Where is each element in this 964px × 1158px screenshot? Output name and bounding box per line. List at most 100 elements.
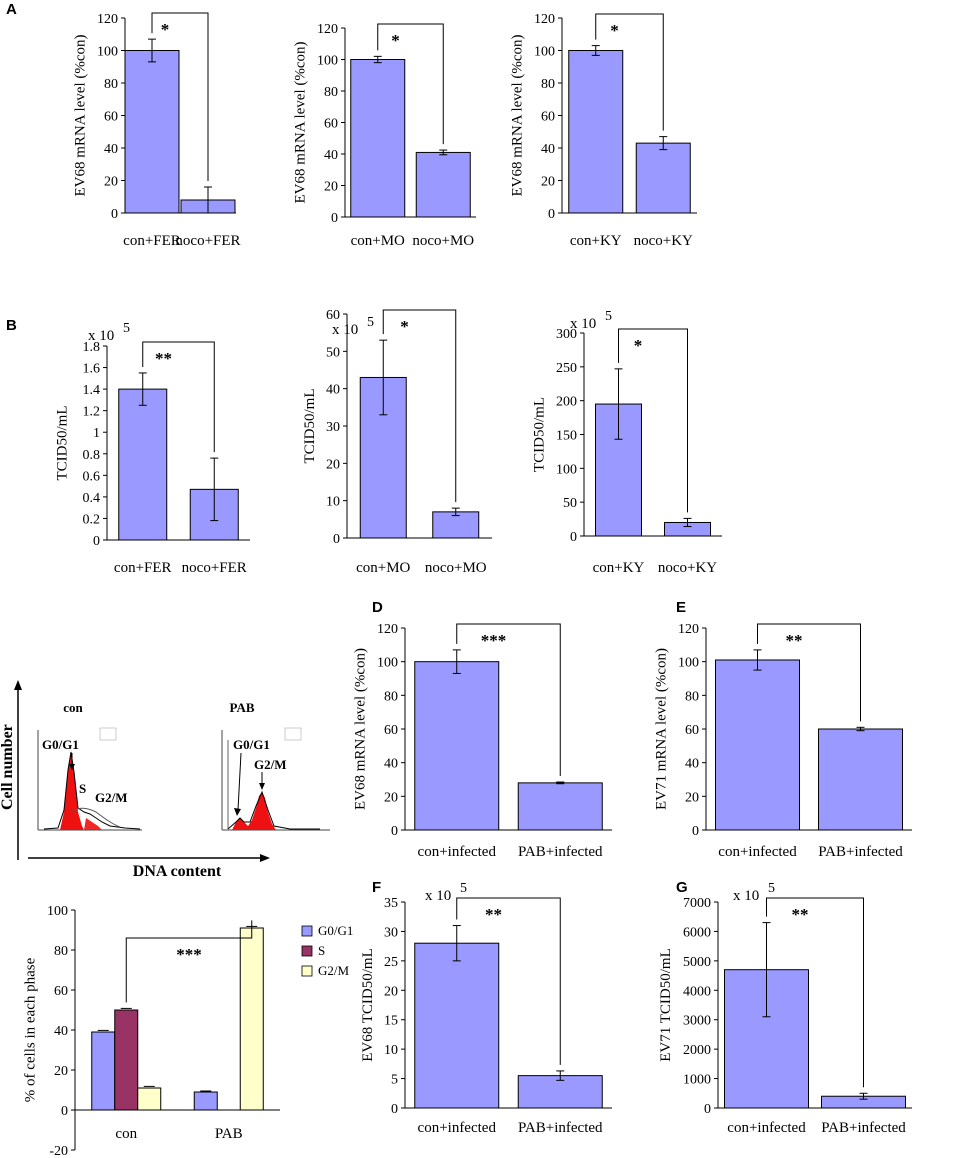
category-label: noco+KY <box>634 233 693 249</box>
bar-noco+KY <box>635 142 691 214</box>
bar-PAB+infected <box>818 728 903 831</box>
y-tick-label: 60 <box>541 110 555 125</box>
legend-label: G2/M <box>318 963 350 978</box>
bar-PAB-G0/G1 <box>193 1091 218 1111</box>
y-tick-label: 0 <box>93 534 100 549</box>
facs-pab-fit-curve <box>227 790 320 830</box>
y-axis-label: EV68 mRNA level (%con) <box>510 34 526 196</box>
y-tick-label: 40 <box>54 1024 68 1039</box>
y-tick-label: 200 <box>556 395 577 410</box>
y-tick-label: 0.8 <box>83 448 101 463</box>
y-tick-label: 25 <box>384 955 398 970</box>
y-tick-label: 20 <box>326 457 340 472</box>
bar-con+MO <box>350 59 406 218</box>
panel-label-b: B <box>6 317 17 334</box>
y-tick-label: 2000 <box>683 1043 711 1058</box>
category-label: PAB+infected <box>518 1120 603 1136</box>
y-tick-label: 80 <box>54 944 68 959</box>
significance-marker: * <box>634 336 643 355</box>
significance-marker: * <box>610 21 619 40</box>
facs-con-s-curve <box>71 807 121 828</box>
y-tick-label: 60 <box>685 723 699 738</box>
bar-PAB-G2/M <box>239 927 264 1111</box>
y-tick-label: 40 <box>326 383 340 398</box>
axis-multiplier-exponent: 5 <box>123 321 130 336</box>
significance-marker: ** <box>155 349 172 368</box>
significance-bracket <box>125 920 253 1003</box>
category-label: PAB+infected <box>518 844 603 860</box>
facs-con-g2m-label: G2/M <box>95 790 128 805</box>
bar-noco+MO <box>432 511 480 539</box>
legend-swatch-G2/M <box>301 965 313 977</box>
category-label: noco+MO <box>425 560 487 576</box>
y-tick-label: 60 <box>324 117 338 132</box>
y-tick-label: 30 <box>326 420 340 435</box>
y-tick-label: 3000 <box>683 1014 711 1029</box>
chart-b3: 0 50 100 150 200 250 300 TCID50/mL x 10 5 con+KY no… <box>532 309 722 576</box>
y-tick-label: 50 <box>563 496 577 511</box>
y-tick-label: 50 <box>326 345 340 360</box>
y-tick-label: 250 <box>556 361 577 376</box>
y-tick-label: 300 <box>556 327 577 342</box>
y-tick-label: 40 <box>104 142 118 157</box>
chart-a2: 0 20 40 60 80 100 120 EV68 mRNA level (%con) con… <box>293 22 476 249</box>
y-tick-label: 100 <box>97 45 118 60</box>
y-tick-label: 40 <box>384 757 398 772</box>
facs-con-g2-peak <box>84 818 102 830</box>
y-tick-label: 60 <box>384 723 398 738</box>
y-tick-label: 1.2 <box>83 405 101 420</box>
axis-multiplier-exponent: 5 <box>768 881 775 896</box>
facs-con-g0g1-label: G0/G1 <box>42 737 79 752</box>
bar-con+KY <box>568 50 624 214</box>
chart-c2: -20 0 20 40 60 80 100 % of cells in each phase c… <box>23 904 354 1158</box>
chart-g: 0 1000 2000 3000 4000 5000 6000 7000 EV71 TCID50… <box>658 879 912 1136</box>
bar-con+FER <box>118 388 168 541</box>
axis-multiplier-exponent: 5 <box>605 309 612 324</box>
significance-bracket <box>618 328 688 513</box>
chart-e: 0 20 40 60 80 100 120 EV71 mRNA level (%con) Eco… <box>654 599 912 860</box>
y-tick-label: 80 <box>541 77 555 92</box>
facs-pab-label: PAB <box>229 700 254 715</box>
category-label: con+MO <box>351 233 405 249</box>
significance-marker: * <box>400 317 409 336</box>
y-tick-label: 10 <box>326 495 340 510</box>
legend-swatch-G0/G1 <box>301 925 313 937</box>
y-tick-label: 0.6 <box>83 469 101 484</box>
category-label: con+infected <box>418 844 497 860</box>
y-tick-label: 20 <box>384 790 398 805</box>
category-label: noco+FER <box>175 233 240 249</box>
y-axis-label: EV71 mRNA level (%con) <box>654 648 670 810</box>
significance-bracket <box>456 623 561 777</box>
y-tick-label: 0.2 <box>83 512 101 527</box>
y-tick-label: 60 <box>104 110 118 125</box>
y-tick-label: 40 <box>685 757 699 772</box>
category-label: con+infected <box>718 844 797 860</box>
y-axis-label: % of cells in each phase <box>23 957 39 1102</box>
y-tick-label: 20 <box>685 790 699 805</box>
bar-con-S <box>114 1009 139 1111</box>
axis-multiplier: x 10 <box>733 888 759 904</box>
chart-b2: 0 10 20 30 40 50 60 TCID50/mL x 10 5 con+MO noco+MO… <box>302 308 492 576</box>
facs-pab-histogram: PAB G0/G1 G2/M <box>221 700 330 831</box>
significance-bracket <box>757 623 861 722</box>
legend-swatch-S <box>301 945 313 957</box>
y-tick-label: 80 <box>685 689 699 704</box>
y-tick-label: 20 <box>324 180 338 195</box>
y-tick-label: 20 <box>384 984 398 999</box>
y-tick-label: 100 <box>317 54 338 69</box>
significance-marker: ** <box>485 905 502 924</box>
y-tick-label: 10 <box>384 1043 398 1058</box>
category-label: con+infected <box>727 1120 806 1136</box>
bar-con-G2/M <box>137 1087 162 1111</box>
category-label: PAB+infected <box>821 1120 906 1136</box>
panel-label-g: G <box>676 879 688 896</box>
y-tick-label: 0 <box>391 824 398 839</box>
significance-bracket <box>377 23 444 145</box>
axis-multiplier-exponent: 5 <box>460 881 467 896</box>
y-tick-label: 4000 <box>683 984 711 999</box>
y-tick-label: 80 <box>324 85 338 100</box>
y-tick-label: 7000 <box>683 896 711 911</box>
y-axis-label: EV68 mRNA level (%con) <box>353 648 369 810</box>
